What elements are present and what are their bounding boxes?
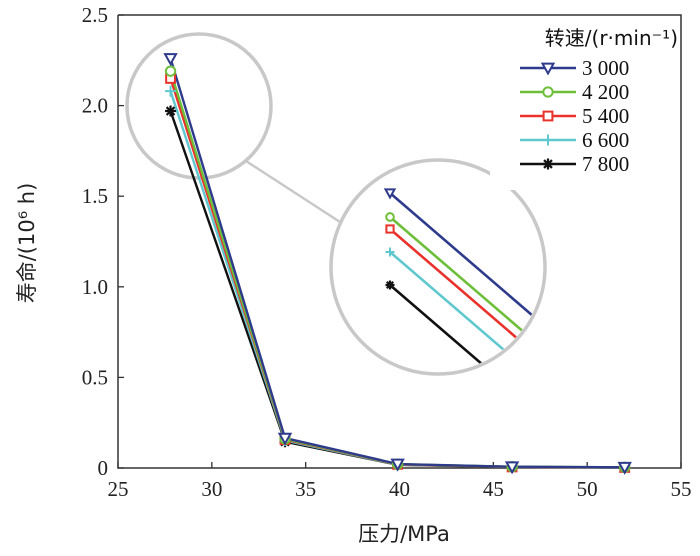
data-point-4200 [164,65,177,77]
data-point-3000 [277,432,293,446]
legend-label-3000: 3 000 [582,56,629,80]
legend-label-5400: 5 400 [582,104,629,128]
legend-title: 转速/(r·min⁻¹) [545,26,678,50]
y-tick-label: 2.5 [82,3,108,27]
zoom-inset-background [331,160,545,374]
data-point-3000 [617,461,632,475]
data-point-3000 [390,458,405,472]
x-tick-label: 25 [108,477,129,501]
legend-label-4200: 4 200 [582,80,629,104]
y-tick-label: 0.5 [82,365,108,389]
y-axis-title: 寿命/(10⁶ h) [15,183,39,304]
inset-point-5400 [385,224,395,234]
legend-label-7800: 7 800 [582,152,629,176]
x-axis-title: 压力/MPa [358,522,450,546]
x-tick-label: 40 [389,477,410,501]
x-tick-label: 55 [671,477,692,501]
y-tick-label: 0 [98,456,109,480]
legend-label-6600: 6 600 [582,128,629,152]
inset-point-3000 [383,188,397,200]
inset-point-7800 [385,280,395,290]
inset-point-6600 [385,247,395,257]
inset-series-line-7800 [389,284,543,372]
y-tick-label: 2.0 [82,94,108,118]
x-tick-label: 35 [295,477,316,501]
inset-point-4200 [385,212,395,222]
y-tick-label: 1.5 [82,184,108,208]
x-tick-label: 50 [577,477,598,501]
legend-marker-5400 [542,110,554,122]
legend-marker-6600 [542,134,554,146]
y-tick-label: 1.0 [82,275,108,299]
legend-marker-4200 [542,86,554,98]
data-point-3000 [504,461,520,475]
data-point-3000 [163,53,178,67]
inset-series-line-6600 [389,251,543,372]
legend-marker-7800 [542,158,554,170]
x-tick-label: 45 [483,477,504,501]
legend-background [490,24,680,190]
zoom-connector-line [245,159,341,224]
data-point-7800 [165,105,177,117]
data-point-6600 [165,85,177,97]
x-tick-label: 30 [201,477,222,501]
legend-marker-3000 [540,62,556,76]
zoom-inset-circle [329,158,547,376]
